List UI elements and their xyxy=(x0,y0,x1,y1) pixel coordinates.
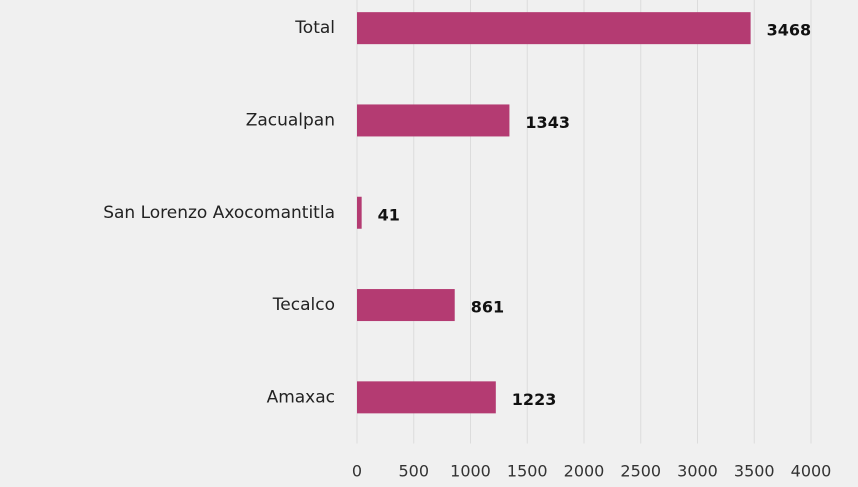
y-tick-label: Amaxac xyxy=(267,387,335,407)
value-label: 3468 xyxy=(767,21,812,40)
bar xyxy=(357,196,362,229)
y-tick-label: Total xyxy=(294,18,335,38)
x-tick-label: 4000 xyxy=(791,462,832,481)
y-tick-label: San Lorenzo Axocomantitla xyxy=(103,203,335,223)
x-tick-label: 0 xyxy=(352,462,362,481)
value-label: 1343 xyxy=(525,113,570,132)
x-tick-label: 1500 xyxy=(507,462,548,481)
value-label: 1223 xyxy=(512,390,557,409)
x-tick-label: 500 xyxy=(398,462,429,481)
value-label: 41 xyxy=(378,205,400,224)
value-label: 861 xyxy=(471,298,504,317)
bar xyxy=(357,12,751,45)
y-tick-label: Tecalco xyxy=(272,295,335,315)
bar xyxy=(357,104,510,137)
bar xyxy=(357,381,496,414)
bar xyxy=(357,289,455,322)
x-tick-label: 1000 xyxy=(450,462,491,481)
x-tick-label: 2500 xyxy=(620,462,661,481)
x-tick-label: 2000 xyxy=(564,462,605,481)
x-tick-label: 3500 xyxy=(734,462,775,481)
y-tick-label: Zacualpan xyxy=(246,110,335,130)
x-tick-label: 3000 xyxy=(677,462,718,481)
